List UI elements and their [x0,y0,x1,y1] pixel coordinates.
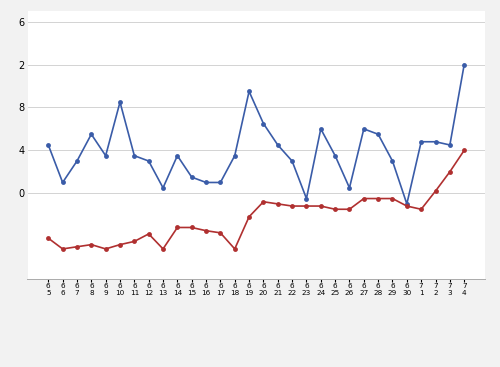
レギュラー看板価格(円/L) [418,139,424,144]
レギュラー実売価格(円/L) [46,236,52,240]
レギュラー実売価格(円/L) [102,247,108,251]
レギュラー実売価格(円/L) [432,189,438,193]
レギュラー看板価格(円/L) [432,139,438,144]
レギュラー看板価格(円/L) [361,127,367,131]
レギュラー看板価格(円/L) [390,159,396,163]
レギュラー看板価格(円/L) [146,159,152,163]
レギュラー看板価格(円/L) [375,132,381,137]
レギュラー実売価格(円/L) [390,196,396,201]
レギュラー実売価格(円/L) [461,148,467,153]
レギュラー実売価格(円/L) [404,204,410,208]
レギュラー実売価格(円/L) [246,215,252,219]
レギュラー実売価格(円/L) [60,247,66,251]
レギュラー実売価格(円/L) [361,196,367,201]
レギュラー実売価格(円/L) [275,202,281,206]
レギュラー実売価格(円/L) [418,207,424,211]
レギュラー看板価格(円/L) [60,180,66,185]
レギュラー看板価格(円/L) [102,153,108,158]
レギュラー看板価格(円/L) [46,143,52,147]
レギュラー実売価格(円/L) [260,200,266,204]
レギュラー実売価格(円/L) [304,204,310,208]
レギュラー看板価格(円/L) [275,143,281,147]
レギュラー実売価格(円/L) [318,204,324,208]
レギュラー看板価格(円/L) [447,143,453,147]
レギュラー看板価格(円/L) [203,180,209,185]
レギュラー看板価格(円/L) [218,180,224,185]
レギュラー看板価格(円/L) [304,196,310,201]
レギュラー看板価格(円/L) [117,100,123,104]
レギュラー看板価格(円/L) [404,202,410,206]
レギュラー看板価格(円/L) [346,186,352,190]
レギュラー実売価格(円/L) [232,247,237,251]
レギュラー実売価格(円/L) [160,247,166,251]
レギュラー実売価格(円/L) [447,170,453,174]
レギュラー看板価格(円/L) [332,153,338,158]
レギュラー実売価格(円/L) [188,225,194,230]
レギュラー看板価格(円/L) [74,159,80,163]
Line: レギュラー看板価格(円/L): レギュラー看板価格(円/L) [46,62,467,206]
レギュラー看板価格(円/L) [461,62,467,67]
レギュラー看板価格(円/L) [318,127,324,131]
レギュラー看板価格(円/L) [188,175,194,179]
レギュラー実売価格(円/L) [332,207,338,211]
レギュラー看板価格(円/L) [260,121,266,126]
レギュラー実売価格(円/L) [346,207,352,211]
Line: レギュラー実売価格(円/L): レギュラー実売価格(円/L) [46,148,467,251]
レギュラー実売価格(円/L) [146,232,152,236]
レギュラー実売価格(円/L) [203,229,209,233]
レギュラー実売価格(円/L) [375,196,381,201]
レギュラー看板価格(円/L) [232,153,237,158]
レギュラー実売価格(円/L) [74,244,80,249]
レギュラー看板価格(円/L) [88,132,94,137]
レギュラー看板価格(円/L) [160,186,166,190]
レギュラー実売価格(円/L) [88,243,94,247]
レギュラー実売価格(円/L) [174,225,180,230]
レギュラー実売価格(円/L) [218,230,224,235]
レギュラー実売価格(円/L) [132,239,138,244]
レギュラー看板価格(円/L) [132,153,138,158]
レギュラー看板価格(円/L) [289,159,295,163]
レギュラー看板価格(円/L) [174,153,180,158]
レギュラー実売価格(円/L) [117,243,123,247]
レギュラー看板価格(円/L) [246,89,252,94]
レギュラー実売価格(円/L) [289,204,295,208]
Legend: レギュラー看板価格(円/L), レギュラー実売価格(円/L): レギュラー看板価格(円/L), レギュラー実売価格(円/L) [41,365,240,367]
